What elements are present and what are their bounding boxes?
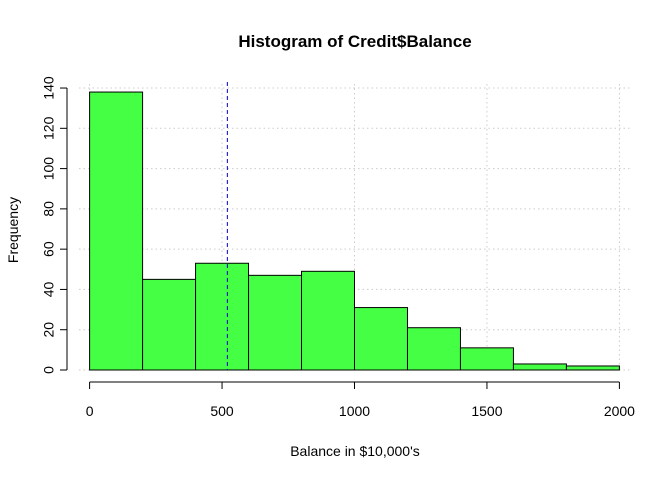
- histogram-bar: [565, 365, 620, 371]
- histogram-bar: [354, 307, 408, 371]
- histogram-bar: [459, 347, 514, 371]
- histogram-bar: [301, 270, 355, 371]
- histogram-bars: [89, 91, 620, 371]
- x-tick-label: 0: [86, 403, 94, 419]
- x-axis-label: Balance in $10,000's: [290, 443, 420, 459]
- y-tick-label: 140: [41, 76, 57, 100]
- histogram-bar: [142, 278, 197, 371]
- histogram-bar: [89, 91, 144, 371]
- x-tick-label: 1500: [471, 403, 502, 419]
- histogram-bar: [248, 274, 303, 371]
- x-axis: 0 500 1000 1500 2000: [86, 381, 635, 419]
- y-tick-label: 20: [41, 322, 57, 338]
- chart-title: Histogram of Credit$Balance: [238, 32, 471, 51]
- x-tick-label: 1000: [339, 403, 370, 419]
- y-tick-label: 120: [41, 116, 57, 140]
- y-axis: 0 20 40 60 80 100 120 140: [41, 76, 68, 374]
- y-tick-label: 100: [41, 157, 57, 181]
- y-axis-label: Frequency: [5, 197, 21, 263]
- y-tick-label: 80: [41, 201, 57, 217]
- y-tick-label: 0: [41, 366, 57, 374]
- y-tick-label: 60: [41, 241, 57, 257]
- x-tick-label: 2000: [604, 403, 635, 419]
- histogram-bar: [512, 363, 567, 371]
- histogram-bar: [406, 327, 461, 371]
- histogram-bar: [195, 262, 250, 371]
- x-tick-label: 500: [210, 403, 234, 419]
- y-tick-label: 40: [41, 281, 57, 297]
